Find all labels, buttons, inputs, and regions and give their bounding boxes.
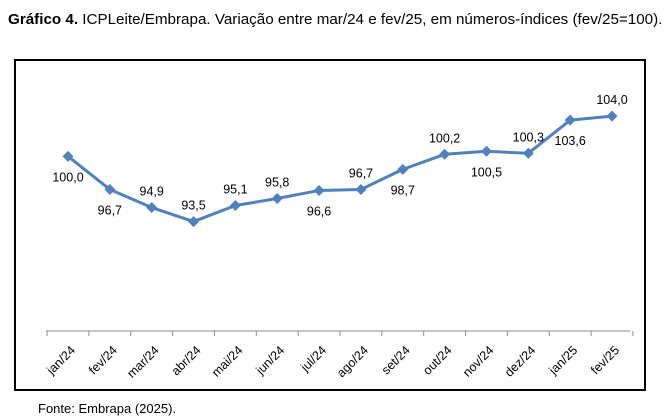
- x-tick-label: jan/25: [546, 343, 581, 378]
- data-label: 104,0: [596, 93, 627, 107]
- caption-lead: Gráfico 4.: [8, 11, 79, 28]
- data-label: 93,5: [181, 199, 205, 213]
- data-label: 100,2: [429, 131, 460, 145]
- data-point-marker: [188, 216, 200, 228]
- x-tick-label: mai/24: [209, 343, 245, 379]
- x-tick-label: jun/24: [253, 343, 288, 378]
- data-label: 96,7: [349, 166, 373, 180]
- data-point-marker: [480, 145, 492, 157]
- series-line-segment: [66, 154, 112, 191]
- x-tick-label: set/24: [379, 343, 413, 377]
- x-tick-label: abr/24: [169, 343, 204, 378]
- series-line-segment: [317, 187, 363, 192]
- series-line-segment: [150, 206, 196, 224]
- series-line-segment: [108, 187, 154, 210]
- x-tick-label: nov/24: [460, 343, 496, 379]
- x-tick-label: fev/24: [86, 343, 120, 377]
- data-point-marker: [397, 163, 409, 175]
- x-tick-label: ago/24: [334, 343, 371, 380]
- x-tick-label: dez/24: [502, 343, 538, 379]
- data-point-marker: [62, 150, 74, 162]
- series-line-segment: [568, 114, 614, 122]
- caption-text: ICPLeite/Embrapa. Variação entre mar/24 …: [82, 11, 663, 28]
- data-point-marker: [564, 114, 576, 126]
- figure-caption: Gráfico 4. ICPLeite/Embrapa. Variação en…: [8, 9, 663, 31]
- data-point-marker: [355, 183, 367, 195]
- data-point-marker: [229, 200, 241, 212]
- data-point-marker: [313, 184, 325, 196]
- line-chart: jan/24 fev/24 mar/24 abr/24 mai/24 jun/24 jul/…: [43, 93, 634, 381]
- data-point-marker: [522, 147, 534, 159]
- series-line-segment: [233, 196, 279, 208]
- series-line-segment: [484, 149, 530, 155]
- data-label: 100,3: [513, 130, 544, 144]
- x-tick-label: jul/24: [297, 343, 329, 375]
- data-point-marker: [104, 183, 116, 195]
- x-tick-label: fev/25: [588, 343, 622, 377]
- x-tick-label: out/24: [420, 343, 455, 378]
- source-note: Fonte: Embrapa (2025).: [38, 401, 177, 416]
- data-point-marker: [439, 148, 451, 160]
- series-line-segment: [359, 167, 405, 191]
- data-label: 98,7: [391, 183, 415, 197]
- series-line-segment: [526, 118, 572, 155]
- data-point-marker: [146, 202, 158, 214]
- data-label: 96,7: [98, 203, 122, 217]
- data-label: 95,1: [223, 183, 247, 197]
- data-label: 95,8: [265, 175, 289, 189]
- data-label: 96,6: [307, 204, 331, 218]
- data-label: 100,5: [471, 165, 502, 179]
- data-label: 103,6: [555, 134, 586, 148]
- data-point-marker: [271, 192, 283, 204]
- data-label: 94,9: [140, 185, 164, 199]
- x-tick-label: jan/24: [43, 343, 78, 378]
- series-line-segment: [192, 204, 237, 224]
- x-tick-label: mar/24: [124, 343, 161, 380]
- data-point-marker: [606, 110, 618, 122]
- data-label: 100,0: [52, 170, 83, 184]
- series-line-segment: [443, 149, 488, 156]
- series-line-segment: [401, 152, 447, 171]
- chart-frame: jan/24 fev/24 mar/24 abr/24 mai/24 jun/24 jul/…: [14, 59, 646, 391]
- series-line-segment: [275, 188, 321, 200]
